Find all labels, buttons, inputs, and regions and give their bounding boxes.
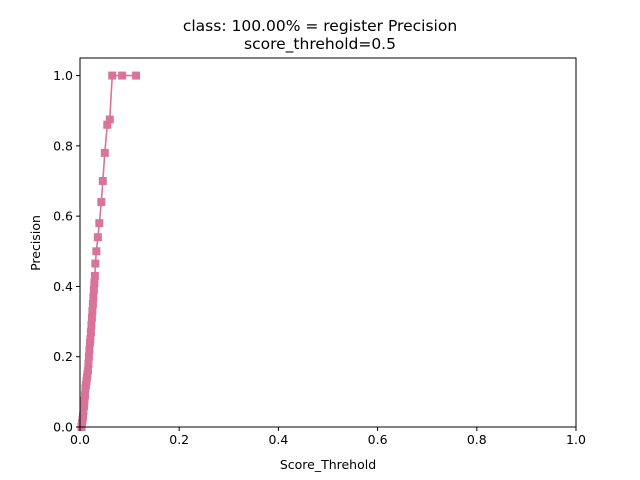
chart-title-line-1: class: 100.00% = register Precision: [183, 17, 457, 35]
data-point-marker: [83, 366, 92, 375]
y-tick-label: 0.8: [53, 138, 73, 153]
data-point-marker: [132, 71, 141, 80]
y-tick-label: 0.0: [53, 420, 73, 435]
data-point-marker: [91, 259, 100, 268]
data-point-marker: [118, 71, 127, 80]
data-point-marker: [86, 328, 95, 337]
axes-frame: [79, 57, 577, 428]
data-point-marker: [87, 321, 96, 330]
data-point-marker: [95, 219, 104, 228]
data-point-marker: [98, 177, 107, 185]
x-tick-label: 0.2: [169, 432, 189, 447]
data-point-marker: [90, 271, 99, 280]
data-point-marker: [89, 285, 98, 294]
y-axis-ticks: 0.0 0.2 0.4 0.6 0.8 1.0: [53, 68, 80, 435]
x-tick-label: 0.6: [368, 432, 388, 447]
x-tick-label: 1.0: [566, 432, 586, 447]
y-axis-label: Precision: [28, 215, 43, 271]
data-point-marker: [88, 307, 97, 316]
x-axis-label: Score_Threhold: [280, 457, 376, 472]
data-point-marker: [90, 278, 99, 287]
y-tick-label: 0.4: [53, 279, 73, 294]
y-tick-label: 0.2: [53, 349, 73, 364]
data-point-marker: [92, 247, 101, 256]
data-point-marker: [85, 345, 94, 354]
data-point-marker: [84, 352, 93, 361]
data-point-marker: [88, 300, 97, 308]
y-tick-label: 1.0: [53, 68, 73, 83]
plot-area: [77, 71, 141, 431]
data-point-marker: [100, 148, 109, 157]
x-tick-label: 0.0: [70, 432, 90, 447]
chart-title-line-2: score_threhold=0.5: [244, 35, 396, 54]
x-tick-label: 0.8: [467, 432, 487, 447]
data-point-marker: [80, 391, 89, 400]
data-point-marker: [97, 198, 106, 207]
data-point-marker: [105, 115, 114, 124]
data-point-marker: [84, 359, 93, 368]
data-point-marker: [87, 314, 96, 323]
data-point-marker: [108, 71, 117, 80]
data-point-marker: [93, 233, 102, 242]
data-point-marker: [86, 335, 95, 344]
y-tick-label: 0.6: [53, 209, 73, 224]
data-point-marker: [89, 292, 98, 301]
x-axis-ticks: 0.0 0.2 0.4 0.6 0.8 1.0: [70, 427, 586, 447]
x-tick-label: 0.4: [268, 432, 288, 447]
